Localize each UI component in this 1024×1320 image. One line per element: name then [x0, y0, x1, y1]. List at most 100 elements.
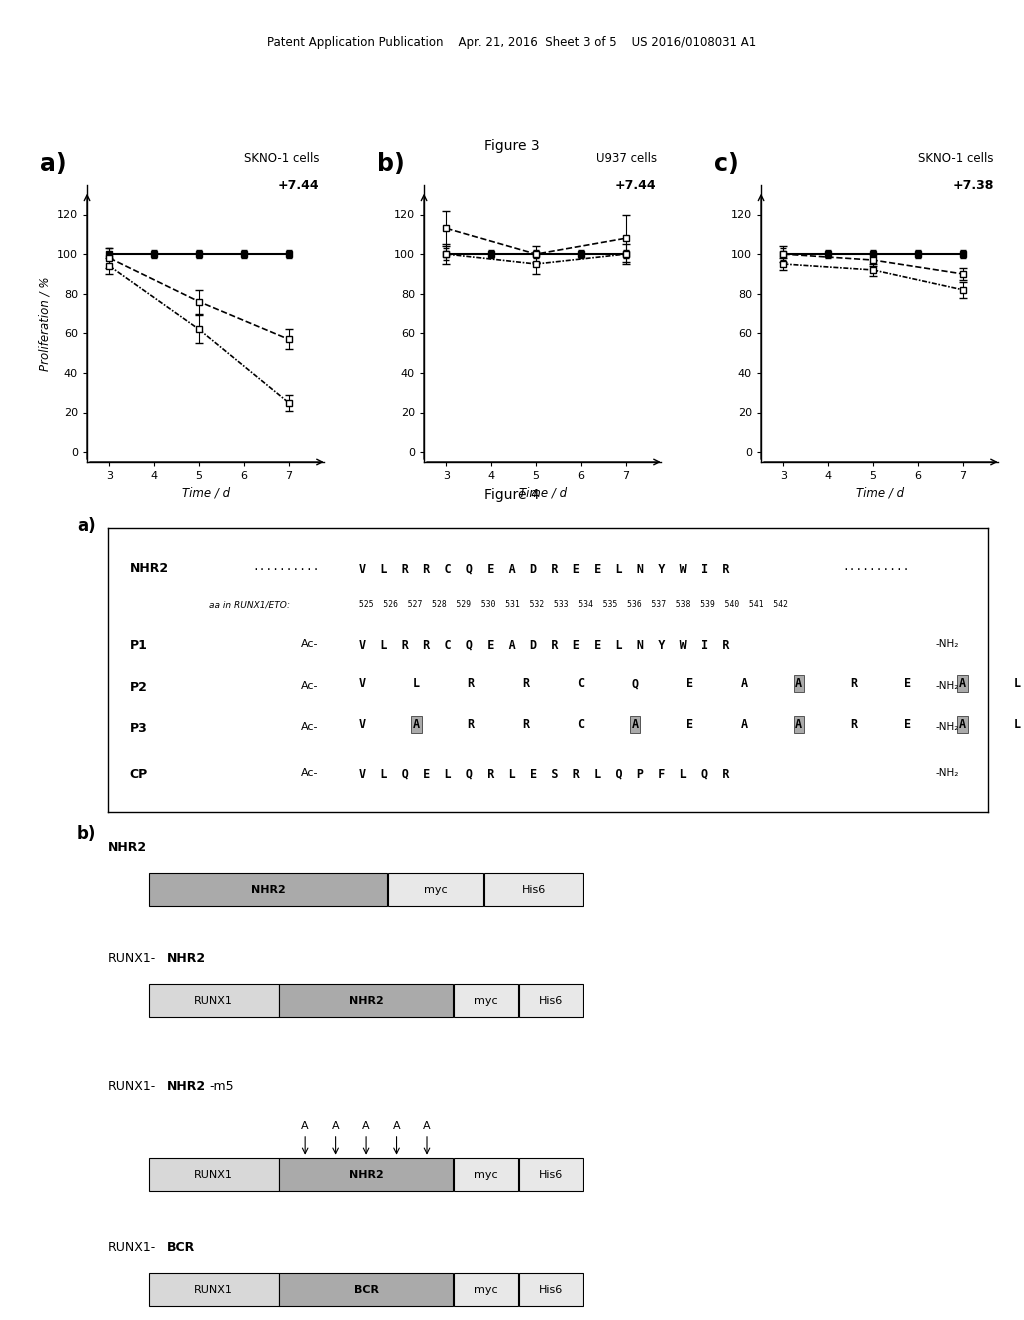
Text: Ac-: Ac-	[301, 768, 318, 777]
FancyBboxPatch shape	[280, 983, 453, 1018]
Text: RUNX1-: RUNX1-	[108, 952, 156, 965]
Text: myc: myc	[424, 884, 447, 895]
FancyBboxPatch shape	[454, 1158, 518, 1192]
Text: E: E	[686, 677, 693, 690]
Text: NHR2: NHR2	[251, 884, 286, 895]
Text: V  L  Q  E  L  Q  R  L  E  S  R  L  Q  P  F  L  Q  R: V L Q E L Q R L E S R L Q P F L Q R	[358, 768, 729, 781]
Text: R: R	[850, 677, 857, 690]
Text: +7.44: +7.44	[615, 180, 656, 193]
Text: Figure 3: Figure 3	[484, 139, 540, 153]
Text: R: R	[522, 677, 529, 690]
FancyBboxPatch shape	[148, 983, 279, 1018]
FancyBboxPatch shape	[148, 873, 387, 907]
Text: Figure 4: Figure 4	[484, 488, 540, 503]
Text: R: R	[850, 718, 857, 731]
Text: A: A	[796, 718, 803, 731]
Text: myc: myc	[474, 995, 498, 1006]
Text: RUNX1-: RUNX1-	[108, 1080, 156, 1093]
Text: P3: P3	[129, 722, 147, 735]
Text: A: A	[413, 718, 420, 731]
FancyBboxPatch shape	[484, 873, 584, 907]
Text: L: L	[1014, 718, 1021, 731]
Text: myc: myc	[474, 1170, 498, 1180]
Text: Ac-: Ac-	[301, 639, 318, 648]
Text: Ac-: Ac-	[301, 722, 318, 733]
Text: +7.44: +7.44	[278, 180, 319, 193]
Text: 525  526  527  528  529  530  531  532  533  534  535  536  537  538  539  540  : 525 526 527 528 529 530 531 532 533 534 …	[358, 601, 787, 610]
Text: A: A	[959, 677, 967, 690]
Text: BCR: BCR	[353, 1284, 379, 1295]
Text: P1: P1	[129, 639, 147, 652]
Text: His6: His6	[539, 1170, 563, 1180]
Text: His6: His6	[539, 1284, 563, 1295]
Text: A: A	[959, 718, 967, 731]
FancyBboxPatch shape	[148, 1272, 279, 1307]
Text: V: V	[358, 677, 366, 690]
Text: NHR2: NHR2	[167, 1080, 206, 1093]
Text: NHR2: NHR2	[349, 1170, 383, 1180]
Text: R: R	[522, 718, 529, 731]
Text: SKNO-1 cells: SKNO-1 cells	[919, 152, 993, 165]
FancyBboxPatch shape	[280, 1158, 453, 1192]
Text: NHR2: NHR2	[167, 952, 206, 965]
Text: U937 cells: U937 cells	[596, 152, 656, 165]
Text: c): c)	[714, 152, 738, 176]
FancyBboxPatch shape	[519, 1158, 584, 1192]
Text: His6: His6	[521, 884, 546, 895]
Text: E: E	[686, 718, 693, 731]
Text: a): a)	[77, 517, 95, 536]
Text: -NH₂: -NH₂	[935, 639, 958, 648]
Text: A: A	[740, 677, 748, 690]
Text: P2: P2	[129, 681, 147, 694]
Text: CP: CP	[129, 768, 147, 781]
Text: A: A	[301, 1121, 309, 1131]
Text: RUNX1: RUNX1	[195, 1170, 233, 1180]
Text: b): b)	[77, 825, 96, 843]
Text: myc: myc	[474, 1284, 498, 1295]
Text: -NH₂: -NH₂	[935, 768, 958, 777]
X-axis label: Time / d: Time / d	[181, 487, 229, 499]
FancyBboxPatch shape	[454, 1272, 518, 1307]
FancyBboxPatch shape	[280, 1272, 453, 1307]
Text: C: C	[577, 718, 584, 731]
Text: aa in RUNX1/ETO:: aa in RUNX1/ETO:	[209, 601, 290, 610]
Text: BCR: BCR	[167, 1241, 196, 1254]
Y-axis label: Proliferation / %: Proliferation / %	[38, 276, 51, 371]
Text: His6: His6	[539, 995, 563, 1006]
Text: a): a)	[40, 152, 67, 176]
X-axis label: Time / d: Time / d	[519, 487, 566, 499]
Text: A: A	[632, 718, 639, 731]
FancyBboxPatch shape	[519, 1272, 584, 1307]
Text: A: A	[332, 1121, 339, 1131]
Text: ..........: ..........	[843, 562, 910, 572]
Text: RUNX1-: RUNX1-	[108, 1241, 156, 1254]
Text: RUNX1: RUNX1	[195, 995, 233, 1006]
Text: RUNX1: RUNX1	[195, 1284, 233, 1295]
Text: V: V	[358, 718, 366, 731]
Text: V  L  R  R  C  Q  E  A  D  R  E  E  L  N  Y  W  I  R: V L R R C Q E A D R E E L N Y W I R	[358, 639, 729, 652]
Text: R: R	[468, 677, 475, 690]
Text: ..........: ..........	[253, 562, 321, 572]
Text: L: L	[413, 677, 420, 690]
Text: -NH₂: -NH₂	[935, 681, 958, 692]
FancyBboxPatch shape	[148, 1158, 279, 1192]
Text: -m5: -m5	[209, 1080, 233, 1093]
Text: A: A	[740, 718, 748, 731]
Text: L: L	[1014, 677, 1021, 690]
Text: A: A	[796, 677, 803, 690]
Text: R: R	[468, 718, 475, 731]
Text: V  L  R  R  C  Q  E  A  D  R  E  E  L  N  Y  W  I  R: V L R R C Q E A D R E E L N Y W I R	[358, 562, 729, 576]
Text: SKNO-1 cells: SKNO-1 cells	[244, 152, 319, 165]
FancyBboxPatch shape	[388, 873, 483, 907]
Text: A: A	[393, 1121, 400, 1131]
FancyBboxPatch shape	[454, 983, 518, 1018]
FancyBboxPatch shape	[519, 983, 584, 1018]
Text: A: A	[362, 1121, 370, 1131]
X-axis label: Time / d: Time / d	[856, 487, 904, 499]
Text: NHR2: NHR2	[108, 841, 146, 854]
Text: Patent Application Publication    Apr. 21, 2016  Sheet 3 of 5    US 2016/0108031: Patent Application Publication Apr. 21, …	[267, 36, 757, 49]
Text: A: A	[423, 1121, 431, 1131]
Text: C: C	[577, 677, 584, 690]
Text: +7.38: +7.38	[952, 180, 993, 193]
Text: Ac-: Ac-	[301, 681, 318, 692]
